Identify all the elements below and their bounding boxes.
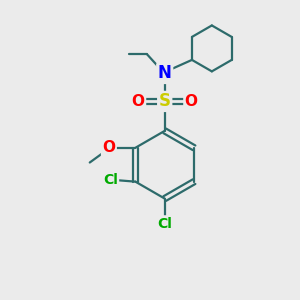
Text: O: O bbox=[132, 94, 145, 109]
Text: Cl: Cl bbox=[157, 217, 172, 231]
Text: Cl: Cl bbox=[103, 173, 118, 187]
Text: N: N bbox=[158, 64, 172, 82]
Text: S: S bbox=[159, 92, 171, 110]
Text: O: O bbox=[102, 140, 116, 155]
Text: O: O bbox=[185, 94, 198, 109]
